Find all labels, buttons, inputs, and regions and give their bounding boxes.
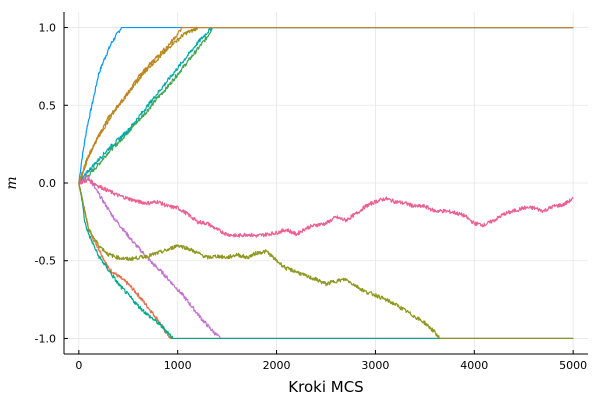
x-tick-label: 0	[75, 359, 82, 372]
series-line-6	[78, 26, 574, 184]
x-tick-label: 1000	[164, 359, 192, 372]
series-line-1	[78, 26, 574, 184]
x-tick-label: 4000	[460, 359, 488, 372]
series-line-10	[78, 182, 574, 340]
x-tick-label: 3000	[361, 359, 389, 372]
series-line-4	[78, 173, 574, 340]
series-line-8	[78, 26, 574, 184]
series-line-3	[78, 26, 574, 184]
y-tick-label: -1.0	[35, 332, 56, 345]
y-tick-label: -0.5	[35, 255, 56, 268]
series-lines	[78, 26, 574, 340]
y-tick-label: 1.0	[39, 22, 57, 35]
y-tick-label: 0.0	[39, 177, 57, 190]
y-tick-label: 0.5	[39, 99, 57, 112]
series-line-7	[78, 178, 574, 238]
x-tick-label: 5000	[559, 359, 587, 372]
grid	[64, 12, 588, 354]
y-axis-title: m	[4, 176, 20, 189]
y-ticks: 1.0 0.5 0.0 -0.5 -1.0	[35, 22, 68, 345]
series-line-9	[78, 182, 574, 340]
x-axis-title: Kroki MCS	[288, 378, 363, 396]
x-ticks: 0 1000 2000 3000 4000 5000	[75, 350, 587, 372]
x-tick-label: 2000	[263, 359, 291, 372]
